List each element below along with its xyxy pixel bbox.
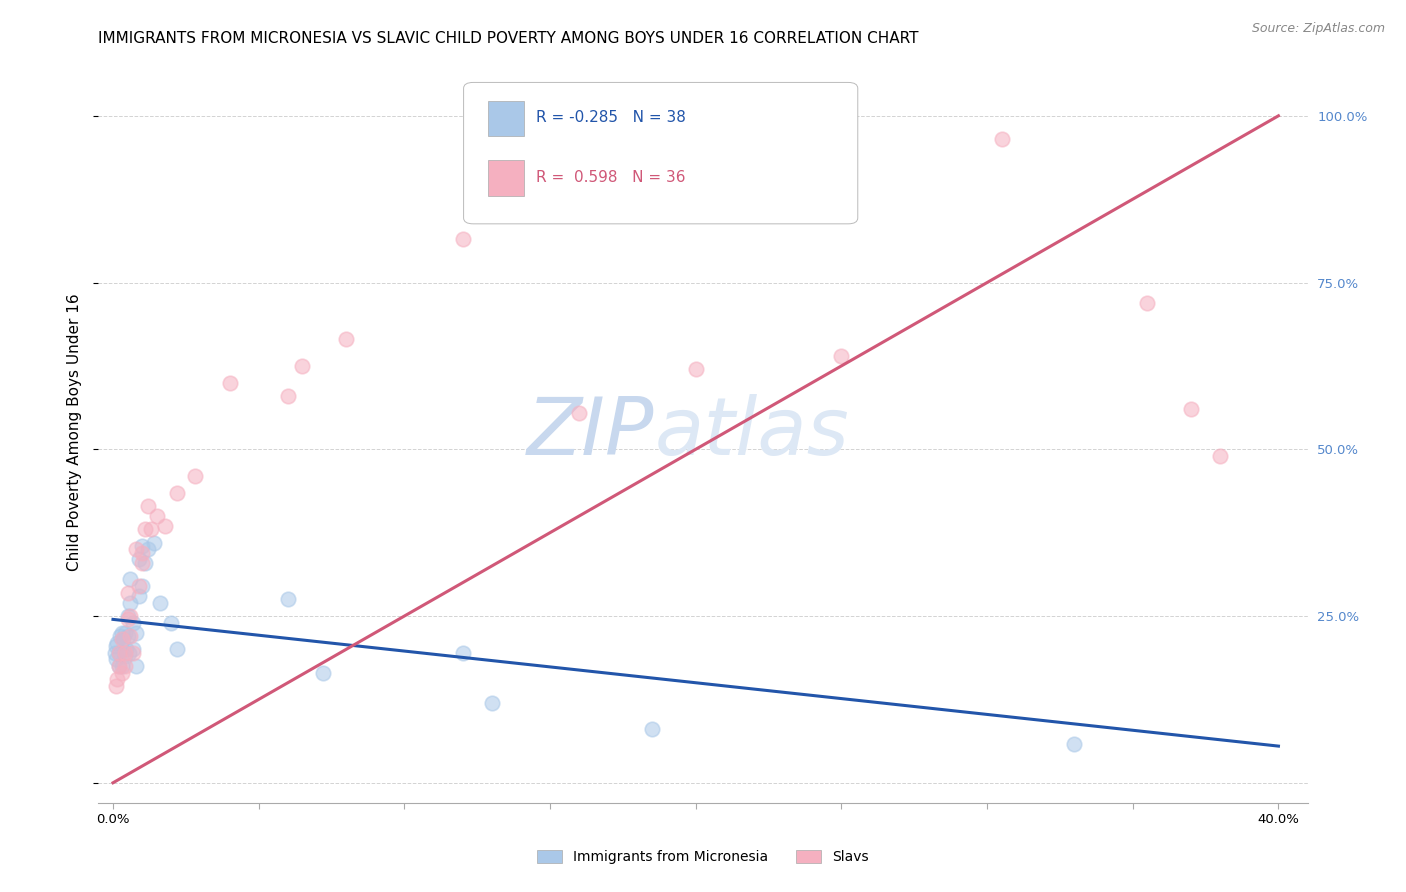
Point <box>277 592 299 607</box>
Point <box>136 499 159 513</box>
Point <box>117 629 139 643</box>
Point <box>160 615 183 630</box>
Point <box>277 389 299 403</box>
Point <box>105 636 128 650</box>
Point <box>104 646 127 660</box>
Text: IMMIGRANTS FROM MICRONESIA VS SLAVIC CHILD POVERTY AMONG BOYS UNDER 16 CORRELATI: IMMIGRANTS FROM MICRONESIA VS SLAVIC CHI… <box>98 31 920 46</box>
Point <box>335 332 357 346</box>
Point <box>131 539 153 553</box>
Point <box>104 679 127 693</box>
Point <box>312 665 335 680</box>
Point <box>1209 449 1232 463</box>
Point <box>110 629 132 643</box>
Point <box>1180 402 1202 417</box>
Point <box>218 376 240 390</box>
Bar <box>488 101 524 136</box>
Point <box>568 406 591 420</box>
Point <box>990 132 1012 146</box>
Point <box>120 573 142 587</box>
Point <box>114 659 136 673</box>
Point <box>112 632 135 647</box>
Point <box>291 359 314 373</box>
Point <box>108 646 131 660</box>
Y-axis label: Child Poverty Among Boys Under 16: Child Poverty Among Boys Under 16 <box>67 293 83 572</box>
Legend: Immigrants from Micronesia, Slavs: Immigrants from Micronesia, Slavs <box>531 845 875 870</box>
Point <box>117 612 139 626</box>
Point <box>128 589 150 603</box>
Point <box>125 625 148 640</box>
Point <box>131 546 153 560</box>
Point <box>111 665 134 680</box>
Point <box>128 552 150 566</box>
Point <box>122 646 145 660</box>
Point <box>451 232 474 246</box>
Point <box>118 646 141 660</box>
Point <box>166 485 188 500</box>
Point <box>142 535 165 549</box>
Point <box>1136 295 1159 310</box>
Point <box>128 579 150 593</box>
Point <box>641 723 664 737</box>
Point <box>122 642 145 657</box>
Point <box>145 508 167 523</box>
Point <box>115 642 138 657</box>
FancyBboxPatch shape <box>464 82 858 224</box>
Text: Source: ZipAtlas.com: Source: ZipAtlas.com <box>1251 22 1385 36</box>
Bar <box>488 161 524 195</box>
Point <box>136 542 159 557</box>
Point <box>166 642 188 657</box>
Point <box>111 659 134 673</box>
Text: ZIP: ZIP <box>527 393 655 472</box>
Point <box>108 659 131 673</box>
Point <box>125 542 148 557</box>
Point <box>481 696 503 710</box>
Point <box>108 659 131 673</box>
Point <box>134 522 156 536</box>
Text: R =  0.598   N = 36: R = 0.598 N = 36 <box>536 169 686 185</box>
Point <box>131 579 153 593</box>
Point <box>149 596 172 610</box>
Point <box>122 615 145 630</box>
Point <box>139 522 162 536</box>
Point <box>120 609 142 624</box>
Point <box>830 349 852 363</box>
Point <box>155 519 177 533</box>
Point <box>105 652 128 666</box>
Point <box>131 556 153 570</box>
Point <box>114 625 136 640</box>
Point <box>117 585 139 599</box>
Point <box>451 646 474 660</box>
Text: atlas: atlas <box>655 393 849 472</box>
Text: R = -0.285   N = 38: R = -0.285 N = 38 <box>536 111 686 126</box>
Point <box>117 609 139 624</box>
Point <box>114 648 136 663</box>
Point <box>120 629 142 643</box>
Point <box>183 469 205 483</box>
Point <box>134 556 156 570</box>
Point <box>111 632 134 647</box>
Point <box>114 646 136 660</box>
Point <box>105 673 128 687</box>
Point <box>125 659 148 673</box>
Point <box>108 646 131 660</box>
Point <box>120 596 142 610</box>
Point <box>111 625 134 640</box>
Point <box>685 362 707 376</box>
Point <box>1063 737 1085 751</box>
Point <box>104 639 127 653</box>
